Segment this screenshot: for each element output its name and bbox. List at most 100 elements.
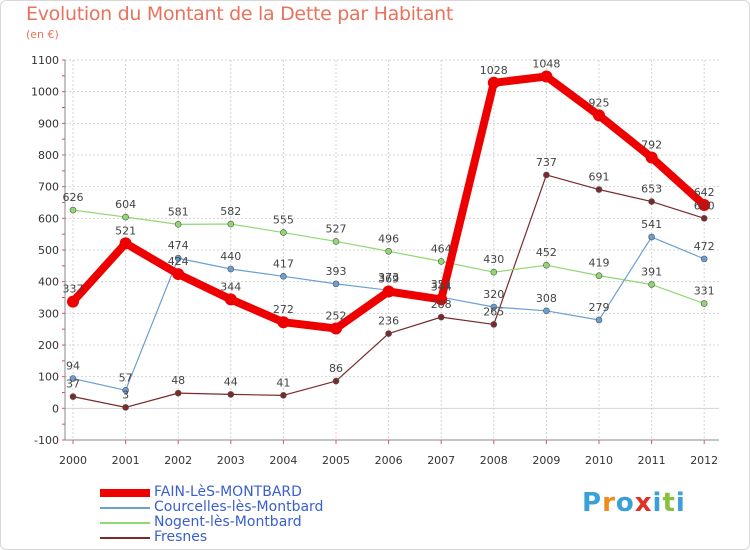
y-tick-label: -100: [34, 434, 59, 447]
data-point: [490, 321, 498, 328]
data-label: 582: [220, 205, 241, 218]
chart-subtitle: (en €): [26, 28, 59, 41]
data-point: [648, 233, 655, 241]
data-point: [385, 247, 392, 255]
y-tick-label: 500: [38, 244, 59, 257]
data-label: 320: [483, 288, 504, 301]
data-label: 626: [63, 191, 84, 204]
data-label: 308: [536, 292, 557, 305]
data-label: 474: [168, 239, 189, 252]
data-point: [119, 237, 132, 250]
data-label: 391: [641, 266, 662, 279]
data-label: 1028: [480, 64, 508, 77]
data-label: 3: [122, 388, 129, 401]
x-tick-label: 2004: [269, 454, 297, 467]
x-tick-label: 2012: [690, 454, 718, 467]
legend-item: Nogent-lès-Montbard: [100, 515, 323, 530]
data-label: 555: [273, 214, 294, 227]
x-tick-label: 2010: [585, 454, 613, 467]
y-tick-label: 1000: [31, 86, 59, 99]
legend-label: Courcelles-lès-Montbard: [154, 499, 324, 515]
x-tick-label: 2002: [164, 454, 192, 467]
data-point: [122, 404, 129, 411]
y-tick-label: 900: [38, 117, 59, 130]
data-point: [595, 272, 603, 279]
data-point: [490, 268, 498, 276]
x-tick-label: 2011: [638, 454, 666, 467]
data-point: [227, 265, 235, 273]
y-tick-label: 300: [38, 307, 59, 320]
data-label: 792: [641, 139, 662, 152]
data-label: 925: [589, 96, 610, 109]
data-point: [332, 377, 340, 385]
data-label: 1048: [532, 57, 560, 70]
data-point: [540, 70, 553, 83]
x-tick-label: 2006: [375, 454, 403, 467]
data-point: [435, 293, 448, 306]
data-label: 351: [431, 278, 452, 291]
data-label: 424: [168, 255, 189, 268]
data-label: 272: [273, 303, 294, 316]
data-point: [69, 375, 77, 382]
legend-item: FAIN-LèS-MONTBARD: [100, 485, 323, 500]
data-label: 581: [168, 205, 189, 218]
data-point: [543, 171, 550, 179]
data-label: 417: [273, 257, 294, 270]
x-tick-label: 2000: [59, 454, 87, 467]
legend-swatch: [100, 521, 150, 524]
y-tick-label: 700: [38, 181, 59, 194]
data-label: 37: [66, 378, 80, 391]
data-point: [487, 76, 500, 89]
data-point: [332, 280, 340, 288]
data-point: [280, 229, 287, 236]
y-tick-label: 400: [38, 276, 59, 289]
data-label: 236: [378, 315, 399, 328]
data-label: 737: [536, 156, 557, 169]
data-label: 440: [220, 250, 241, 263]
x-tick-label: 2008: [480, 454, 508, 467]
data-label: 288: [431, 298, 452, 311]
data-point: [648, 281, 655, 288]
data-label: 337: [63, 283, 84, 296]
y-tick-label: 600: [38, 212, 59, 225]
data-point: [69, 206, 77, 214]
y-tick-label: 800: [38, 149, 59, 162]
data-label: 653: [641, 183, 662, 196]
x-tick-label: 2003: [217, 454, 245, 467]
data-label: 57: [119, 371, 133, 384]
legend-label: Nogent-lès-Montbard: [154, 514, 302, 530]
data-label: 393: [326, 265, 347, 278]
data-label: 600: [694, 199, 715, 212]
data-label: 279: [589, 301, 610, 314]
data-point: [277, 316, 290, 329]
data-label: 86: [329, 362, 343, 375]
x-tick-label: 2007: [427, 454, 455, 467]
data-label: 521: [115, 224, 136, 237]
x-tick-label: 2005: [322, 454, 350, 467]
data-point: [700, 215, 708, 222]
data-label: 541: [641, 218, 662, 231]
data-label: 419: [589, 257, 610, 270]
data-point: [174, 254, 182, 262]
data-point: [174, 389, 182, 397]
data-point: [490, 303, 498, 311]
data-label: 604: [115, 198, 136, 211]
y-tick-label: 0: [52, 402, 59, 415]
data-label: 265: [483, 305, 504, 318]
data-point: [122, 386, 129, 394]
data-point: [593, 109, 605, 122]
data-point: [227, 391, 235, 398]
x-tick-label: 2009: [532, 454, 560, 467]
legend-label: FAIN-LèS-MONTBARD: [154, 484, 302, 500]
data-point: [595, 186, 603, 193]
data-point: [67, 295, 79, 308]
y-tick-label: 200: [38, 339, 59, 352]
x-tick-label: 2001: [112, 454, 140, 467]
data-label: 452: [536, 246, 557, 259]
data-point: [385, 330, 392, 337]
data-point: [174, 221, 182, 228]
legend: FAIN-LèS-MONTBARD Courcelles-lès-Montbard…: [100, 485, 323, 545]
data-label: 344: [431, 280, 452, 293]
data-point: [172, 268, 185, 281]
